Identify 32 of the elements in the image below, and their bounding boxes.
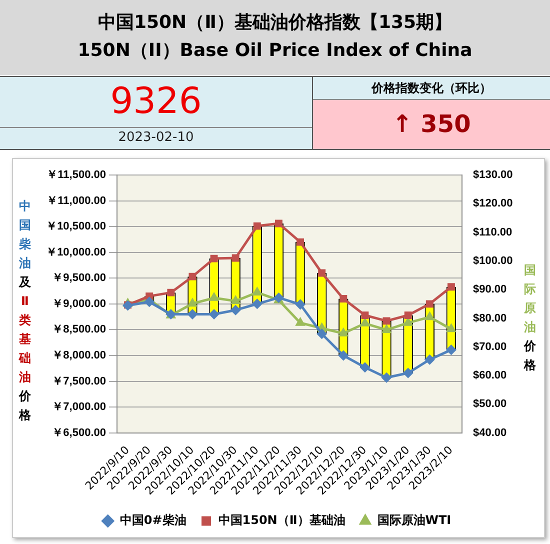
y2-tick-label: $40.00 bbox=[473, 426, 507, 439]
y2-tick-label: $80.00 bbox=[473, 312, 507, 324]
chart-title: 中国150N（Ⅱ）基础油价格指数【135期】 bbox=[96, 11, 454, 34]
y-tick-label: ￥9,000.00 bbox=[52, 298, 106, 310]
y2-tick-label: $100.00 bbox=[473, 254, 513, 267]
legend-label: 国际原油WTI bbox=[377, 513, 452, 528]
text: 9326 bbox=[0, 77, 312, 128]
y-tick-label: ￥10,500.00 bbox=[46, 220, 106, 233]
text: ↑ 350 bbox=[313, 100, 550, 149]
y-tick-label: ￥11,000.00 bbox=[46, 194, 106, 207]
y2-tick-label: $130.00 bbox=[473, 169, 513, 182]
legend-label: 中国150N（Ⅱ）基础油 bbox=[218, 513, 346, 528]
legend-label: 中国0#柴油 bbox=[120, 513, 186, 528]
y-tick-label: ￥7,000.00 bbox=[52, 401, 106, 414]
y-tick-label: ￥8,000.00 bbox=[52, 350, 106, 362]
text: 中国柴油及Ⅱ类基础油价格 bbox=[19, 199, 31, 422]
text: 2023-02-10 bbox=[117, 129, 195, 147]
y2-tick-label: $90.00 bbox=[473, 284, 507, 296]
y-tick-label: ￥7,500.00 bbox=[52, 375, 106, 388]
y2-tick-label: $120.00 bbox=[473, 198, 513, 210]
y-tick-label: ￥10,000.00 bbox=[46, 246, 106, 258]
y-tick-label: ￥11,500.00 bbox=[46, 169, 106, 182]
y2-axis-title: 国际原油价格 bbox=[523, 262, 537, 374]
y-tick-label: ￥6,500.00 bbox=[52, 426, 106, 439]
y2-tick-label: $70.00 bbox=[473, 340, 507, 353]
y2-tick-label: $60.00 bbox=[473, 370, 507, 382]
y2-tick-label: $110.00 bbox=[473, 226, 512, 238]
text: 价格指数变化（环比） bbox=[313, 77, 550, 100]
y-tick-label: ￥8,500.00 bbox=[52, 324, 106, 336]
y-tick-label: ￥9,500.00 bbox=[52, 272, 106, 284]
y2-tick-label: $50.00 bbox=[473, 398, 507, 410]
chart-subtitle: 150N（II）Base Oil Price Index of China bbox=[76, 39, 474, 62]
